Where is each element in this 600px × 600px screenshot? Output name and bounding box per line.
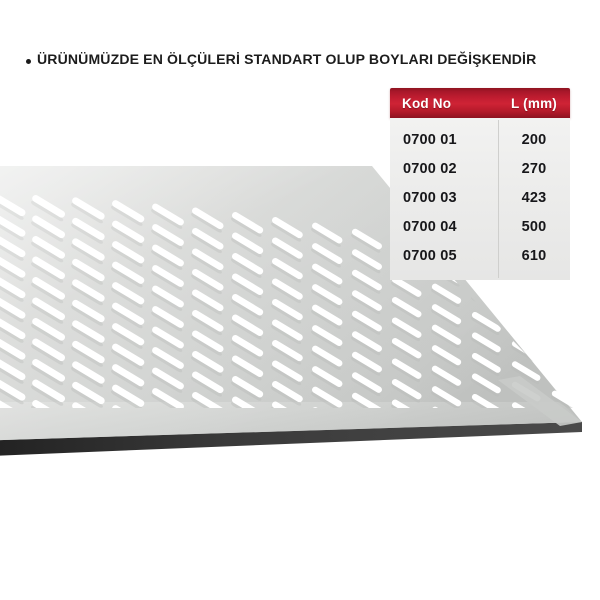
- vent-slot: [551, 430, 581, 452]
- vent-slot: [551, 329, 578, 349]
- vent-slot: [551, 451, 581, 473]
- vent-slot-shadow: [550, 477, 579, 496]
- plate-right-tip: [498, 376, 582, 426]
- column-header-kod-no: Kod No: [402, 95, 452, 111]
- vent-slot: [511, 442, 542, 464]
- vent-slot-shadow: [551, 313, 578, 332]
- vent-slot-shadow: [551, 354, 578, 373]
- vent-slot: [511, 463, 542, 485]
- vent-slot: [471, 434, 502, 456]
- cell-kod: 0700 03: [403, 189, 457, 206]
- vent-slot: [471, 454, 502, 476]
- vent-slot: [551, 370, 578, 390]
- vent-slot: [511, 320, 541, 340]
- cell-len: 423: [521, 189, 547, 206]
- table-row: 0700 02 270: [390, 154, 570, 183]
- vent-slot: [431, 446, 463, 468]
- vent-slot-shadow: [550, 456, 579, 475]
- vent-slot-shadow: [390, 445, 421, 465]
- cell-len: 270: [521, 160, 547, 177]
- table-row: 0700 05 610: [390, 241, 570, 270]
- vent-slot-shadow: [470, 439, 500, 459]
- vent-slot: [551, 308, 578, 328]
- vent-slot-shadow: [511, 304, 540, 323]
- table-row: 0700 01 200: [390, 125, 570, 154]
- cell-len: 200: [521, 131, 547, 148]
- product-note-heading: ÜRÜNÜMÜZDE EN ÖLÇÜLERİ STANDART OLUP BOY…: [26, 52, 541, 68]
- vent-slot-shadow: [551, 293, 578, 311]
- table-header-row: Kod No L (mm): [390, 88, 570, 121]
- vent-slot-shadow: [430, 452, 460, 472]
- vent-slot: [511, 279, 541, 299]
- vent-slot-shadow: [510, 447, 539, 467]
- cell-kod: 0700 04: [403, 218, 457, 235]
- vent-slot: [551, 288, 578, 308]
- cell-kod: 0700 05: [403, 247, 457, 264]
- column-header-length: L (mm): [511, 95, 557, 111]
- cell-len: 610: [521, 247, 547, 264]
- vent-slot: [391, 439, 423, 462]
- cell-len: 500: [521, 218, 547, 235]
- product-note-text: ÜRÜNÜMÜZDE EN ÖLÇÜLERİ STANDART OLUP BOY…: [37, 52, 537, 68]
- vent-slot: [511, 299, 541, 320]
- cell-kod: 0700 02: [403, 160, 457, 177]
- bullet-dot-icon: [26, 58, 31, 64]
- cell-kod: 0700 01: [403, 131, 457, 148]
- vent-slot-shadow: [551, 334, 578, 352]
- vent-slot: [551, 471, 581, 493]
- vent-slot-shadow: [511, 284, 540, 303]
- table-row: 0700 04 500: [390, 212, 570, 241]
- vent-slot-shadow: [550, 436, 579, 455]
- vent-slot-shadow: [510, 468, 539, 488]
- table-body: 0700 01 200 0700 02 270 0700 03 423 0700 04 500…: [390, 118, 570, 280]
- vent-slot-shadow: [350, 438, 381, 458]
- vent-slot-shadow: [470, 460, 500, 480]
- table-row: 0700 03 423: [390, 183, 570, 212]
- specification-table: Kod No L (mm) 0700 01 200 0700 02 270 0700 0…: [390, 88, 570, 280]
- vent-slot: [551, 349, 578, 369]
